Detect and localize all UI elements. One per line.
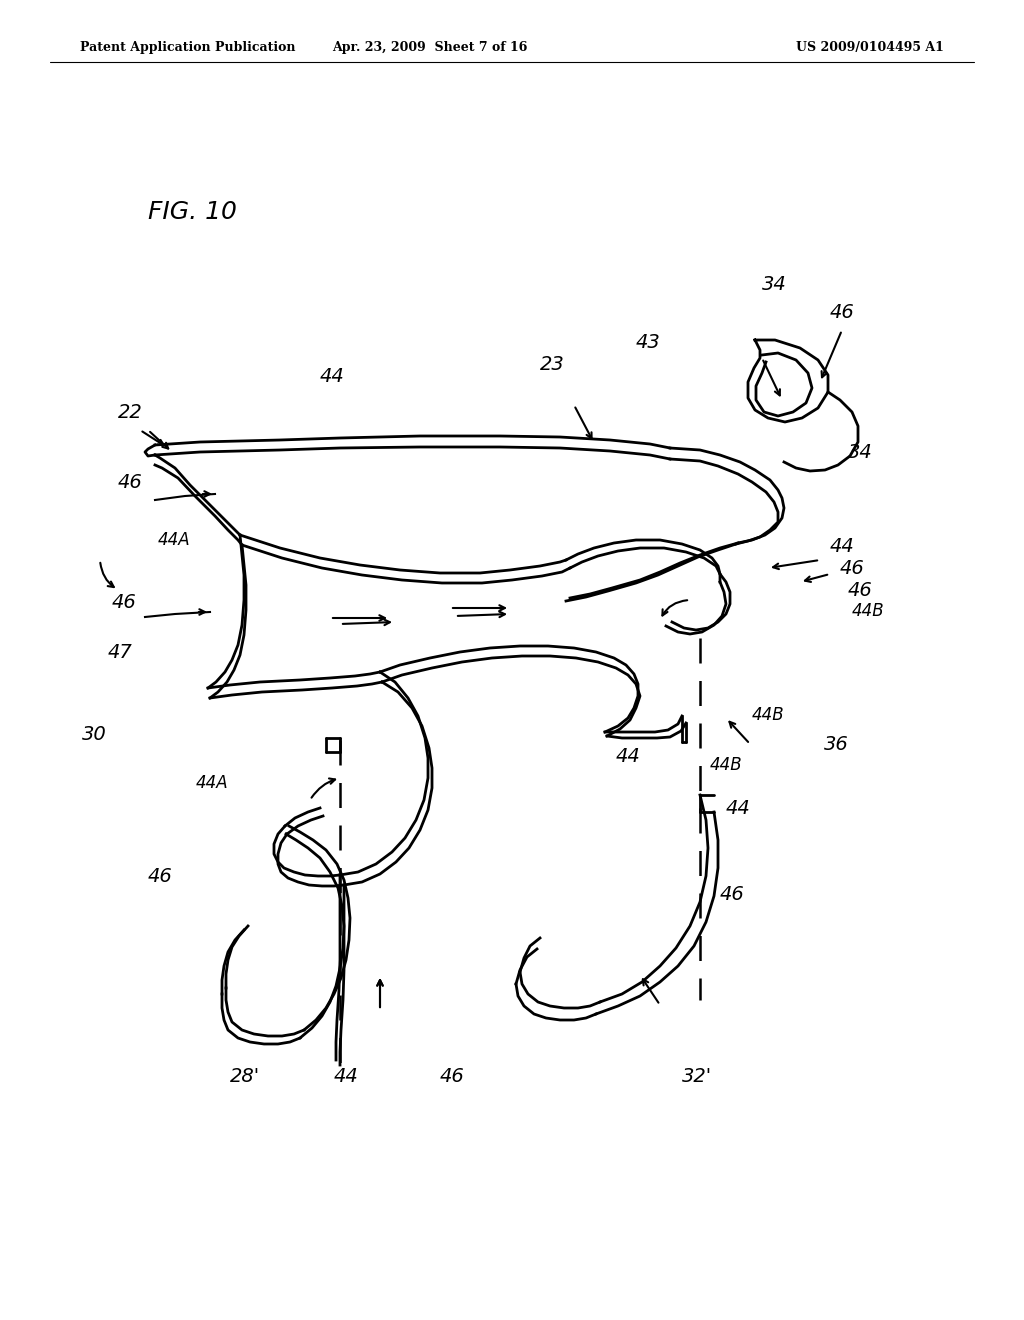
Text: 46: 46	[118, 473, 142, 492]
Text: 28': 28'	[230, 1067, 260, 1086]
Text: 23: 23	[540, 355, 565, 374]
Text: 32': 32'	[682, 1067, 712, 1086]
Text: 44A: 44A	[158, 531, 190, 549]
Text: 44A: 44A	[196, 774, 228, 792]
Text: US 2009/0104495 A1: US 2009/0104495 A1	[796, 41, 944, 54]
Text: 34: 34	[848, 444, 872, 462]
Text: FIG. 10: FIG. 10	[148, 201, 237, 224]
Text: 46: 46	[720, 884, 744, 904]
Text: 44B: 44B	[752, 706, 784, 723]
Text: 36: 36	[824, 735, 849, 754]
Text: 44B: 44B	[710, 756, 742, 774]
Text: Patent Application Publication: Patent Application Publication	[80, 41, 296, 54]
Text: 44B: 44B	[852, 602, 885, 620]
Text: 34: 34	[762, 275, 786, 294]
Text: 46: 46	[840, 558, 864, 578]
Text: 47: 47	[108, 643, 133, 663]
Text: 44: 44	[830, 537, 855, 556]
Text: Apr. 23, 2009  Sheet 7 of 16: Apr. 23, 2009 Sheet 7 of 16	[333, 41, 527, 54]
Text: 46: 46	[148, 867, 173, 886]
Text: 44: 44	[726, 799, 751, 818]
Text: 44: 44	[319, 367, 345, 385]
Text: 46: 46	[830, 304, 855, 322]
Text: 22: 22	[118, 403, 142, 422]
Text: 44: 44	[616, 747, 641, 766]
Text: 46: 46	[848, 581, 872, 601]
Text: 44: 44	[334, 1067, 358, 1086]
Text: 46: 46	[440, 1067, 465, 1086]
Text: 30: 30	[82, 725, 106, 744]
Text: 46: 46	[112, 593, 137, 612]
Text: 43: 43	[636, 333, 660, 352]
